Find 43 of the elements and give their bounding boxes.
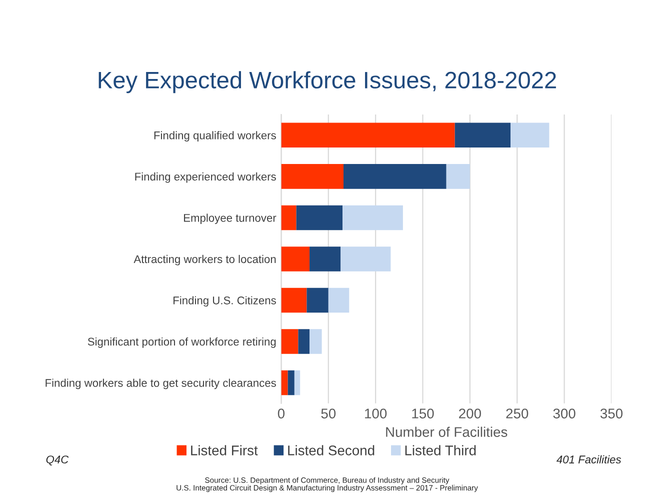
legend-label: Listed First — [191, 445, 258, 456]
bar — [281, 246, 310, 272]
bar — [510, 122, 550, 148]
x-tick-label: 50 — [321, 408, 336, 418]
bar — [340, 246, 391, 272]
y-tick-label: Finding U.S. Citizens — [174, 296, 276, 307]
bar — [454, 122, 511, 148]
bar — [281, 288, 307, 313]
x-tick-label: 150 — [412, 408, 434, 418]
legend-label: Listed Third — [405, 445, 476, 456]
x-tick-label: 100 — [365, 408, 387, 418]
y-tick-label: Finding qualified workers — [154, 131, 276, 142]
x-tick-label: 250 — [506, 408, 528, 418]
bar — [281, 164, 344, 189]
bar — [288, 370, 294, 396]
bar — [298, 329, 310, 354]
x-tick-label: 0 — [278, 408, 285, 418]
bar — [310, 329, 322, 354]
bar — [294, 370, 300, 396]
bar — [281, 329, 298, 354]
text: 401 Facilities — [556, 455, 622, 464]
bar — [281, 122, 455, 148]
text: Q4C — [46, 456, 69, 466]
bar — [281, 205, 296, 230]
bar — [306, 288, 328, 313]
bar — [281, 370, 288, 396]
bar — [342, 205, 403, 230]
x-tick-label: 350 — [600, 408, 623, 418]
y-tick-label: Finding workers able to get security clearances — [46, 378, 276, 390]
bar — [344, 164, 446, 189]
legend-label: Listed Second — [288, 445, 374, 456]
x-tick-label: 200 — [459, 408, 481, 418]
y-tick-label: Finding experienced workers — [135, 172, 276, 183]
bar — [328, 288, 350, 313]
x-tick-label: 300 — [553, 408, 576, 418]
x-axis-title: Number of Facilities — [386, 426, 508, 437]
y-tick-label: Attracting workers to location — [134, 254, 276, 266]
y-tick-label: Employee turnover — [184, 214, 276, 224]
chart-title: Key Expected Workforce Issues, 2018-2022 — [98, 71, 556, 94]
bar — [446, 164, 470, 189]
bar — [310, 246, 341, 272]
bar — [296, 205, 343, 230]
y-tick-label: Significant portion of workforce retiring — [88, 337, 276, 348]
